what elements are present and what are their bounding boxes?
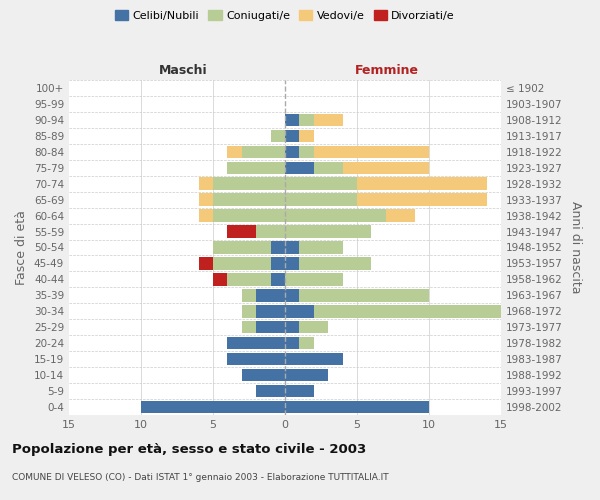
Bar bbox=[285, 114, 299, 126]
Bar bbox=[285, 273, 343, 285]
Bar bbox=[299, 337, 314, 349]
Bar bbox=[213, 242, 271, 254]
Bar bbox=[213, 210, 285, 222]
Bar bbox=[199, 194, 213, 206]
Bar bbox=[285, 321, 299, 334]
Bar bbox=[227, 146, 242, 158]
Bar bbox=[141, 401, 285, 413]
Bar bbox=[314, 146, 429, 158]
Bar bbox=[357, 178, 487, 190]
Bar bbox=[285, 289, 299, 302]
Bar bbox=[285, 369, 328, 382]
Bar bbox=[285, 162, 314, 174]
Bar bbox=[227, 337, 285, 349]
Bar bbox=[271, 130, 285, 142]
Bar bbox=[242, 321, 256, 334]
Bar bbox=[227, 226, 256, 238]
Bar bbox=[242, 305, 256, 318]
Text: COMUNE DI VELESO (CO) - Dati ISTAT 1° gennaio 2003 - Elaborazione TUTTITALIA.IT: COMUNE DI VELESO (CO) - Dati ISTAT 1° ge… bbox=[12, 472, 389, 482]
Bar bbox=[285, 401, 429, 413]
Bar bbox=[285, 130, 299, 142]
Bar bbox=[242, 369, 285, 382]
Bar bbox=[285, 178, 357, 190]
Bar bbox=[227, 353, 285, 366]
Bar bbox=[271, 257, 285, 270]
Bar bbox=[299, 114, 314, 126]
Bar bbox=[213, 178, 285, 190]
Bar bbox=[299, 130, 314, 142]
Bar bbox=[256, 289, 285, 302]
Bar bbox=[271, 273, 285, 285]
Bar bbox=[213, 257, 271, 270]
Bar bbox=[271, 242, 285, 254]
Bar bbox=[213, 194, 285, 206]
Bar bbox=[285, 353, 343, 366]
Bar bbox=[256, 226, 285, 238]
Y-axis label: Fasce di età: Fasce di età bbox=[16, 210, 28, 285]
Bar bbox=[299, 242, 343, 254]
Bar bbox=[213, 273, 227, 285]
Bar bbox=[256, 305, 285, 318]
Bar bbox=[299, 289, 429, 302]
Bar bbox=[285, 305, 314, 318]
Y-axis label: Anni di nascita: Anni di nascita bbox=[569, 201, 582, 294]
Text: Popolazione per età, sesso e stato civile - 2003: Popolazione per età, sesso e stato civil… bbox=[12, 442, 366, 456]
Bar bbox=[357, 194, 487, 206]
Bar bbox=[242, 289, 256, 302]
Bar bbox=[285, 226, 371, 238]
Bar bbox=[256, 385, 285, 398]
Bar bbox=[256, 321, 285, 334]
Legend: Celibi/Nubili, Coniugati/e, Vedovi/e, Divorziati/e: Celibi/Nubili, Coniugati/e, Vedovi/e, Di… bbox=[110, 6, 460, 25]
Bar bbox=[227, 162, 285, 174]
Bar bbox=[285, 194, 357, 206]
Bar bbox=[285, 257, 299, 270]
Bar bbox=[285, 242, 299, 254]
Bar bbox=[285, 146, 299, 158]
Bar bbox=[285, 337, 299, 349]
Bar bbox=[314, 114, 343, 126]
Bar bbox=[299, 321, 328, 334]
Bar bbox=[299, 146, 314, 158]
Bar bbox=[285, 385, 314, 398]
Text: Maschi: Maschi bbox=[159, 64, 208, 76]
Bar bbox=[227, 273, 271, 285]
Bar bbox=[199, 178, 213, 190]
Bar bbox=[199, 210, 213, 222]
Bar bbox=[314, 305, 501, 318]
Bar bbox=[242, 146, 285, 158]
Bar bbox=[314, 162, 343, 174]
Text: Femmine: Femmine bbox=[355, 64, 419, 76]
Bar bbox=[199, 257, 213, 270]
Bar bbox=[343, 162, 429, 174]
Bar bbox=[299, 257, 371, 270]
Bar bbox=[285, 210, 386, 222]
Bar bbox=[386, 210, 415, 222]
